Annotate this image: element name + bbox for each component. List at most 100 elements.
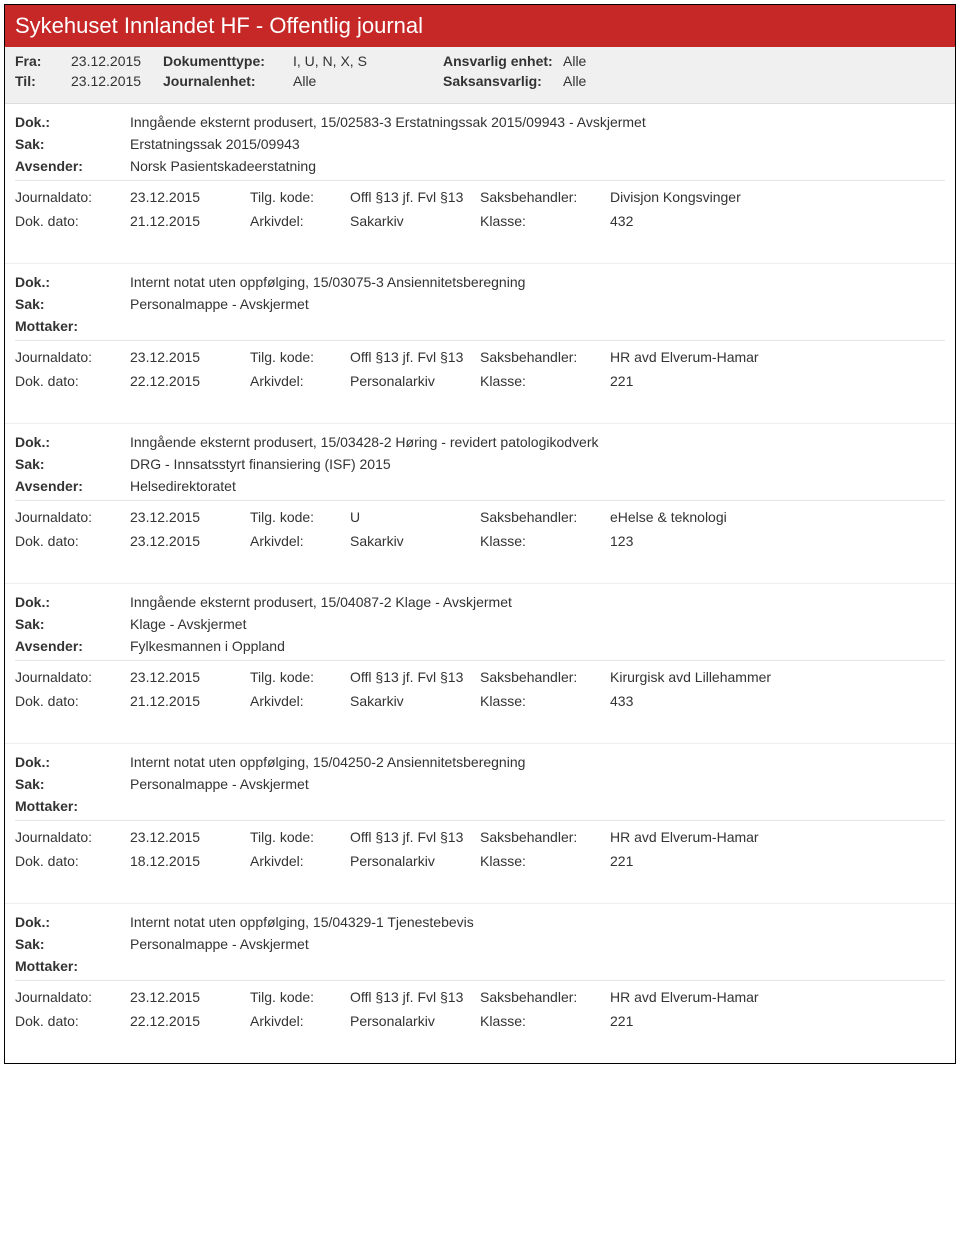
party-value bbox=[130, 958, 945, 974]
party-line: Avsender: Norsk Pasientskadeerstatning bbox=[15, 158, 945, 174]
arkivdel-value: Personalarkiv bbox=[350, 373, 480, 389]
dok-line: Dok.: Internt notat uten oppfølging, 15/… bbox=[15, 754, 945, 770]
sak-line: Sak: Personalmappe - Avskjermet bbox=[15, 936, 945, 952]
sak-label: Sak: bbox=[15, 136, 130, 152]
dok-line: Dok.: Inngående eksternt produsert, 15/0… bbox=[15, 114, 945, 130]
party-label: Mottaker: bbox=[15, 318, 130, 334]
party-label: Avsender: bbox=[15, 478, 130, 494]
party-line: Avsender: Helsedirektoratet bbox=[15, 478, 945, 494]
divider bbox=[15, 340, 945, 341]
tilgkode-value: Offl §13 jf. Fvl §13 bbox=[350, 829, 480, 845]
arkivdel-value: Personalarkiv bbox=[350, 853, 480, 869]
saksbehandler-label: Saksbehandler: bbox=[480, 189, 610, 205]
dokdato-value: 21.12.2015 bbox=[130, 213, 250, 229]
klasse-label: Klasse: bbox=[480, 213, 610, 229]
entry-grid: Journaldato: 23.12.2015 Tilg. kode: Offl… bbox=[15, 189, 945, 229]
dokdato-value: 21.12.2015 bbox=[130, 693, 250, 709]
saksansvarlig-value: Alle bbox=[563, 73, 586, 89]
dok-value: Inngående eksternt produsert, 15/02583-3… bbox=[130, 114, 945, 130]
divider bbox=[15, 980, 945, 981]
journalenhet-label: Journalenhet: bbox=[163, 73, 293, 89]
dok-value: Inngående eksternt produsert, 15/03428-2… bbox=[130, 434, 945, 450]
klasse-label: Klasse: bbox=[480, 533, 610, 549]
entry-grid: Journaldato: 23.12.2015 Tilg. kode: U Sa… bbox=[15, 509, 945, 549]
dok-label: Dok.: bbox=[15, 114, 130, 130]
til-value: 23.12.2015 bbox=[71, 73, 163, 89]
party-line: Mottaker: bbox=[15, 958, 945, 974]
sak-value: Personalmappe - Avskjermet bbox=[130, 296, 945, 312]
klasse-value: 432 bbox=[610, 213, 945, 229]
divider bbox=[15, 180, 945, 181]
ansvarlig-value: Alle bbox=[563, 53, 586, 69]
saksbehandler-label: Saksbehandler: bbox=[480, 989, 610, 1005]
journal-entry: Dok.: Inngående eksternt produsert, 15/0… bbox=[5, 423, 955, 563]
meta-row-1: Fra: 23.12.2015 Dokumenttype: I, U, N, X… bbox=[15, 53, 945, 69]
party-label: Mottaker: bbox=[15, 798, 130, 814]
dok-label: Dok.: bbox=[15, 754, 130, 770]
journaldato-value: 23.12.2015 bbox=[130, 509, 250, 525]
party-value bbox=[130, 798, 945, 814]
party-line: Avsender: Fylkesmannen i Oppland bbox=[15, 638, 945, 654]
dok-line: Dok.: Internt notat uten oppfølging, 15/… bbox=[15, 914, 945, 930]
entry-grid: Journaldato: 23.12.2015 Tilg. kode: Offl… bbox=[15, 829, 945, 869]
journaldato-label: Journaldato: bbox=[15, 509, 130, 525]
sak-line: Sak: Personalmappe - Avskjermet bbox=[15, 776, 945, 792]
page-title: Sykehuset Innlandet HF - Offentlig journ… bbox=[5, 5, 955, 47]
sak-line: Sak: Erstatningssak 2015/09943 bbox=[15, 136, 945, 152]
saksbehandler-value: HR avd Elverum-Hamar bbox=[610, 349, 945, 365]
journal-entry: Dok.: Inngående eksternt produsert, 15/0… bbox=[5, 583, 955, 723]
tilgkode-label: Tilg. kode: bbox=[250, 349, 350, 365]
party-value: Norsk Pasientskadeerstatning bbox=[130, 158, 945, 174]
sak-value: Personalmappe - Avskjermet bbox=[130, 776, 945, 792]
journal-page: Sykehuset Innlandet HF - Offentlig journ… bbox=[4, 4, 956, 1064]
meta-row-2: Til: 23.12.2015 Journalenhet: Alle Saksa… bbox=[15, 73, 945, 89]
klasse-value: 221 bbox=[610, 1013, 945, 1029]
doktype-value: I, U, N, X, S bbox=[293, 53, 443, 69]
dokdato-label: Dok. dato: bbox=[15, 1013, 130, 1029]
dok-line: Dok.: Inngående eksternt produsert, 15/0… bbox=[15, 594, 945, 610]
arkivdel-label: Arkivdel: bbox=[250, 533, 350, 549]
dokdato-label: Dok. dato: bbox=[15, 213, 130, 229]
dok-label: Dok.: bbox=[15, 914, 130, 930]
klasse-label: Klasse: bbox=[480, 853, 610, 869]
saksbehandler-value: HR avd Elverum-Hamar bbox=[610, 829, 945, 845]
saksbehandler-value: HR avd Elverum-Hamar bbox=[610, 989, 945, 1005]
saksbehandler-value: eHelse & teknologi bbox=[610, 509, 945, 525]
fra-value: 23.12.2015 bbox=[71, 53, 163, 69]
dokdato-value: 18.12.2015 bbox=[130, 853, 250, 869]
journal-entry: Dok.: Internt notat uten oppfølging, 15/… bbox=[5, 903, 955, 1043]
journaldato-label: Journaldato: bbox=[15, 829, 130, 845]
tilgkode-value: Offl §13 jf. Fvl §13 bbox=[350, 989, 480, 1005]
journaldato-label: Journaldato: bbox=[15, 189, 130, 205]
sak-line: Sak: Personalmappe - Avskjermet bbox=[15, 296, 945, 312]
party-label: Mottaker: bbox=[15, 958, 130, 974]
party-value: Helsedirektoratet bbox=[130, 478, 945, 494]
klasse-value: 123 bbox=[610, 533, 945, 549]
party-line: Mottaker: bbox=[15, 798, 945, 814]
dokdato-label: Dok. dato: bbox=[15, 693, 130, 709]
dok-value: Internt notat uten oppfølging, 15/04329-… bbox=[130, 914, 945, 930]
journaldato-value: 23.12.2015 bbox=[130, 189, 250, 205]
journal-entry: Dok.: Internt notat uten oppfølging, 15/… bbox=[5, 263, 955, 403]
sak-line: Sak: Klage - Avskjermet bbox=[15, 616, 945, 632]
sak-value: Erstatningssak 2015/09943 bbox=[130, 136, 945, 152]
header-meta: Fra: 23.12.2015 Dokumenttype: I, U, N, X… bbox=[5, 47, 955, 104]
dok-label: Dok.: bbox=[15, 434, 130, 450]
saksbehandler-label: Saksbehandler: bbox=[480, 349, 610, 365]
tilgkode-value: U bbox=[350, 509, 480, 525]
sak-value: Personalmappe - Avskjermet bbox=[130, 936, 945, 952]
klasse-label: Klasse: bbox=[480, 693, 610, 709]
tilgkode-label: Tilg. kode: bbox=[250, 829, 350, 845]
journaldato-value: 23.12.2015 bbox=[130, 989, 250, 1005]
arkivdel-label: Arkivdel: bbox=[250, 853, 350, 869]
fra-label: Fra: bbox=[15, 53, 71, 69]
tilgkode-label: Tilg. kode: bbox=[250, 669, 350, 685]
dokdato-label: Dok. dato: bbox=[15, 533, 130, 549]
arkivdel-label: Arkivdel: bbox=[250, 213, 350, 229]
dok-value: Internt notat uten oppfølging, 15/04250-… bbox=[130, 754, 945, 770]
doktype-label: Dokumenttype: bbox=[163, 53, 293, 69]
tilgkode-label: Tilg. kode: bbox=[250, 189, 350, 205]
tilgkode-value: Offl §13 jf. Fvl §13 bbox=[350, 669, 480, 685]
journaldato-label: Journaldato: bbox=[15, 669, 130, 685]
party-line: Mottaker: bbox=[15, 318, 945, 334]
